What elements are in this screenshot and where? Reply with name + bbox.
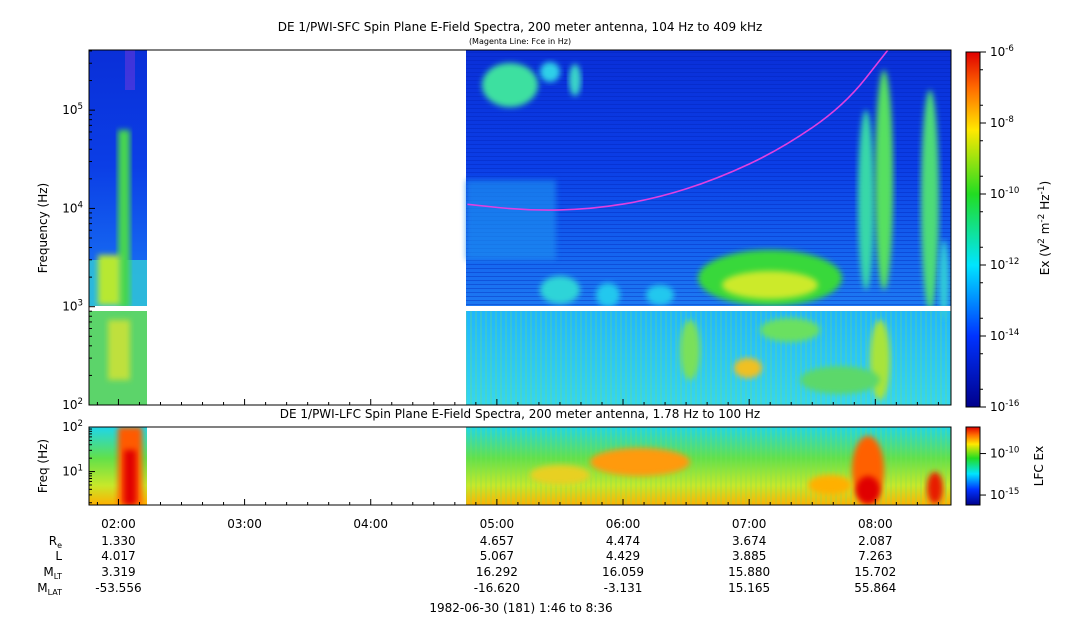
ephemeris-value: 15.702 — [854, 565, 896, 579]
ephemeris-value: -53.556 — [95, 581, 141, 595]
ephemeris-value: 4.657 — [480, 534, 514, 548]
ephemeris-value: 2.087 — [858, 534, 892, 548]
lfc-colorbar-label: LFC Ex — [1032, 446, 1046, 486]
sfc-chart-subtitle: (Magenta Line: Fce in Hz) — [469, 37, 571, 46]
ephemeris-value: 3.674 — [732, 534, 766, 548]
sfc-y-tick-label: 103 — [62, 299, 83, 314]
ephemeris-value: 4.017 — [101, 549, 135, 563]
lfc-plot-frame — [88, 426, 952, 506]
sfc-y-axis: 102 103 104 105 — [62, 50, 95, 412]
lfc-chart-title: DE 1/PWI-LFC Spin Plane E-Field Spectra,… — [280, 407, 760, 421]
sfc-y-axis-label: Frequency (Hz) — [36, 183, 50, 274]
lfc-y-tick-label: 101 — [62, 464, 83, 479]
lfc-y-axis: 101 102 — [62, 419, 95, 504]
sfc-plot-frame — [88, 49, 952, 406]
sfc-colorbar-tick-label: 10-6 — [990, 44, 1014, 59]
sfc-colorbar-label: Ex (V2 m-2 Hz-1) — [1037, 181, 1052, 275]
sfc-colorbar — [965, 51, 981, 408]
ephemeris-value: -3.131 — [604, 581, 643, 595]
sfc-colorbar-tick-label: 10-10 — [990, 186, 1019, 201]
time-x-axis: 02:00 03:00 04:00 05:00 06:00 07:00 08:00 — [96, 399, 939, 531]
sfc-colorbar-tick-label: 10-8 — [990, 115, 1014, 130]
x-tick-label: 04:00 — [353, 517, 388, 531]
sfc-colorbar-tick-label: 10-14 — [990, 328, 1019, 343]
ephemeris-value: 55.864 — [854, 581, 896, 595]
lfc-colorbar-tick-label: 10-15 — [990, 487, 1019, 502]
ephemeris-row-label: MLAT — [37, 581, 62, 597]
ephemeris-value: 16.059 — [602, 565, 644, 579]
ephemeris-value: 4.474 — [606, 534, 640, 548]
fce-magenta-line — [467, 50, 889, 211]
lfc-colorbar-ticks: 10-10 10-15 — [980, 446, 1019, 502]
ephemeris-value: -16.620 — [474, 581, 520, 595]
date-range-footer: 1982-06-30 (181) 1:46 to 8:36 — [429, 601, 612, 615]
ephemeris-value: 16.292 — [476, 565, 518, 579]
ephemeris-row-label: Re — [49, 534, 62, 550]
sfc-y-tick-label: 105 — [62, 102, 83, 117]
lfc-colorbar-tick-label: 10-10 — [990, 446, 1019, 461]
lfc-spectrogram — [89, 427, 951, 505]
sfc-colorbar-tick-label: 10-16 — [990, 399, 1019, 414]
ephemeris-value: 15.165 — [728, 581, 770, 595]
ephemeris-value: 3.885 — [732, 549, 766, 563]
ephemeris-value: 3.319 — [101, 565, 135, 579]
ephemeris-value: 7.263 — [858, 549, 892, 563]
sfc-colorbar-ticks: 10-6 10-8 10-10 10-12 10-14 10-16 — [980, 44, 1019, 414]
x-tick-label: 05:00 — [480, 517, 515, 531]
sfc-y-tick-label: 102 — [62, 397, 83, 412]
x-tick-label: 08:00 — [858, 517, 893, 531]
sfc-y-tick-label: 104 — [62, 200, 83, 215]
x-tick-label: 07:00 — [732, 517, 767, 531]
ephemeris-value: 1.330 — [101, 534, 135, 548]
ephemeris-value: 4.429 — [606, 549, 640, 563]
ephemeris-value: 15.880 — [728, 565, 770, 579]
ephemeris-row-label: L — [55, 549, 62, 563]
lfc-colorbar — [965, 426, 981, 506]
x-tick-label: 03:00 — [227, 517, 262, 531]
sfc-colorbar-tick-label: 10-12 — [990, 257, 1019, 272]
ephemeris-value: 5.067 — [480, 549, 514, 563]
x-tick-label: 02:00 — [101, 517, 136, 531]
x-tick-label: 06:00 — [606, 517, 641, 531]
ephemeris-row-label: MLT — [43, 565, 62, 581]
sfc-spectrogram — [89, 50, 951, 405]
lfc-y-axis-label: Freq (Hz) — [36, 439, 50, 493]
lfc-y-tick-label: 102 — [62, 419, 83, 434]
sfc-chart-title: DE 1/PWI-SFC Spin Plane E-Field Spectra,… — [278, 20, 763, 34]
